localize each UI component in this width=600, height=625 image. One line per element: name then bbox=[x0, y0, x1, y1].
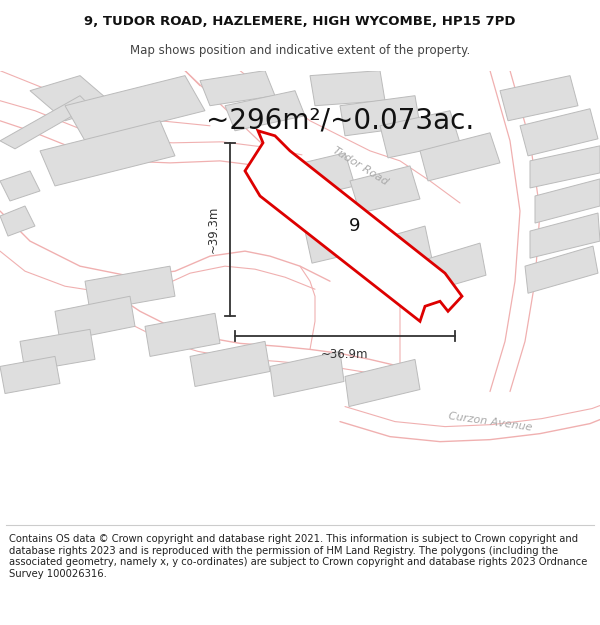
Text: 9: 9 bbox=[349, 217, 361, 235]
Polygon shape bbox=[380, 111, 460, 158]
Polygon shape bbox=[145, 313, 220, 356]
Polygon shape bbox=[270, 351, 344, 396]
Polygon shape bbox=[0, 206, 35, 236]
Polygon shape bbox=[420, 132, 500, 181]
Polygon shape bbox=[305, 216, 372, 263]
Polygon shape bbox=[420, 243, 486, 293]
Text: ~39.3m: ~39.3m bbox=[207, 206, 220, 253]
Text: 9, TUDOR ROAD, HAZLEMERE, HIGH WYCOMBE, HP15 7PD: 9, TUDOR ROAD, HAZLEMERE, HIGH WYCOMBE, … bbox=[84, 14, 516, 28]
Polygon shape bbox=[535, 179, 600, 223]
Text: Curzon Avenue: Curzon Avenue bbox=[448, 411, 533, 432]
Polygon shape bbox=[350, 166, 420, 213]
Text: ~296m²/~0.073ac.: ~296m²/~0.073ac. bbox=[206, 107, 474, 135]
Polygon shape bbox=[0, 96, 90, 149]
Polygon shape bbox=[530, 146, 600, 188]
Polygon shape bbox=[190, 341, 270, 386]
Text: Contains OS data © Crown copyright and database right 2021. This information is : Contains OS data © Crown copyright and d… bbox=[9, 534, 587, 579]
Polygon shape bbox=[500, 76, 578, 121]
Polygon shape bbox=[65, 76, 205, 141]
Polygon shape bbox=[0, 171, 40, 201]
Polygon shape bbox=[85, 266, 175, 311]
Polygon shape bbox=[290, 153, 355, 199]
Polygon shape bbox=[225, 91, 305, 131]
Polygon shape bbox=[525, 246, 598, 293]
Polygon shape bbox=[40, 121, 175, 186]
Text: Map shows position and indicative extent of the property.: Map shows position and indicative extent… bbox=[130, 44, 470, 58]
Polygon shape bbox=[530, 213, 600, 258]
Polygon shape bbox=[345, 359, 420, 406]
Polygon shape bbox=[245, 131, 462, 321]
Polygon shape bbox=[310, 71, 385, 106]
Polygon shape bbox=[200, 71, 275, 106]
Polygon shape bbox=[365, 226, 432, 275]
Text: ~36.9m: ~36.9m bbox=[321, 348, 369, 361]
Polygon shape bbox=[340, 96, 420, 136]
Polygon shape bbox=[0, 356, 60, 394]
Polygon shape bbox=[55, 296, 135, 341]
Text: Tudor Road: Tudor Road bbox=[331, 145, 389, 187]
Polygon shape bbox=[520, 109, 598, 156]
Polygon shape bbox=[20, 329, 95, 371]
Polygon shape bbox=[30, 76, 115, 121]
